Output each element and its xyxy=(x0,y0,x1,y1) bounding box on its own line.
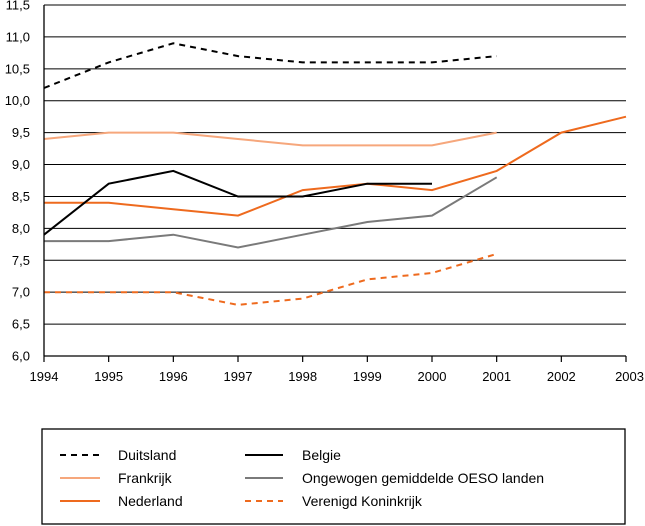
x-tick-label: 2000 xyxy=(418,369,447,384)
y-tick-label: 9,0 xyxy=(12,157,30,172)
y-tick-label: 7,5 xyxy=(12,253,30,268)
y-tick-label: 10,0 xyxy=(5,93,30,108)
series-line-nederland xyxy=(44,115,627,217)
y-tick-label: 8,5 xyxy=(12,189,30,204)
series-line-belgie xyxy=(43,169,432,236)
legend-label-verenigd-koninkrijk: Verenigd Koninkrijk xyxy=(302,493,423,509)
y-tick-label: 10,5 xyxy=(5,61,30,76)
x-axis-ticks: 1994 1995 1996 1997 1998 1999 2000 2001 2002 2003 xyxy=(30,356,644,384)
y-tick-label: 6,0 xyxy=(12,349,30,364)
x-tick-label: 2003 xyxy=(615,369,644,384)
x-tick-label: 1995 xyxy=(94,369,123,384)
series-line-verenigd-koninkrijk xyxy=(44,252,497,306)
y-tick-label: 7,0 xyxy=(12,285,30,300)
legend-label-belgie: Belgie xyxy=(302,447,341,463)
legend-label-frankrijk: Frankrijk xyxy=(118,470,173,486)
series-line-ongewogen-gemiddelde-oeso-landen xyxy=(44,176,498,249)
gridlines xyxy=(44,4,626,325)
x-tick-label: 1998 xyxy=(288,369,317,384)
y-tick-label: 9,5 xyxy=(12,125,30,140)
x-tick-label: 1996 xyxy=(159,369,188,384)
legend: Duitsland Frankrijk Nederland Belgie Ongewog… xyxy=(41,428,626,525)
y-axis-ticks: 6,0 6,5 7,0 7,5 8,0 8,5 9,0 9,5 10,0 10,5 11,0 11,5 xyxy=(5,0,30,364)
series-line-frankrijk xyxy=(43,131,497,147)
x-tick-label: 2002 xyxy=(547,369,576,384)
x-tick-label: 1994 xyxy=(30,369,59,384)
y-tick-label: 6,5 xyxy=(12,317,30,332)
legend-box xyxy=(41,428,626,525)
y-tick-label: 8,0 xyxy=(12,221,30,236)
legend-label-nederland: Nederland xyxy=(118,493,183,509)
legend-label-duitsland: Duitsland xyxy=(118,447,176,463)
x-tick-label: 1997 xyxy=(224,369,253,384)
legend-label-ongewogen-gemiddelde-oeso-landen: Ongewogen gemiddelde OESO landen xyxy=(302,470,544,486)
y-tick-label: 11,5 xyxy=(6,0,30,13)
y-tick-label: 11,0 xyxy=(6,29,30,44)
series-line-duitsland xyxy=(43,42,497,89)
x-tick-label: 1999 xyxy=(353,369,382,384)
x-tick-label: 2001 xyxy=(482,369,511,384)
axes xyxy=(43,5,626,357)
series-lines xyxy=(43,42,627,306)
